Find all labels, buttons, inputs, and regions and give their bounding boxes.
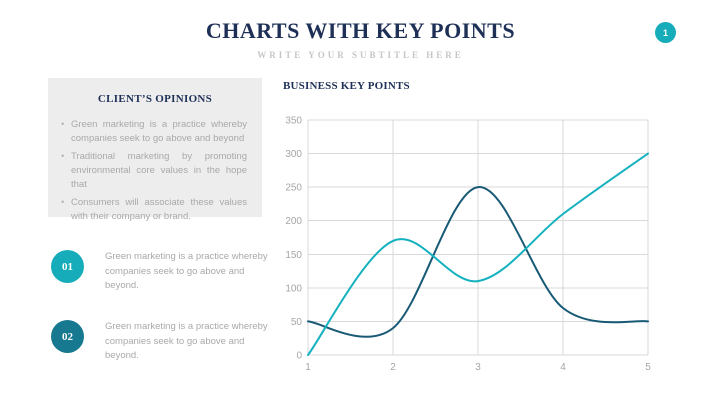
y-axis-tick-label: 100 (285, 283, 302, 294)
bullet-icon: • (61, 151, 65, 162)
chart-gridlines (307, 119, 649, 356)
x-axis-tick-label: 2 (390, 362, 396, 373)
x-axis-tick-label: 3 (475, 362, 481, 373)
y-axis-tick-label: 300 (285, 149, 302, 160)
y-axis-tick-label: 150 (285, 250, 302, 261)
y-axis-tick-label: 350 (285, 116, 302, 127)
list-item: • Consumers will associate these values … (60, 196, 247, 224)
y-axis-tick-label: 200 (285, 216, 302, 227)
y-axis-tick-label: 50 (291, 317, 303, 328)
chart-axis-labels: 0 50 100 150 200 250 300 350 1 2 3 4 5 (285, 116, 651, 374)
client-opinions-heading: CLIENT’S OPINIONS (97, 93, 213, 105)
bullet-icon: • (61, 197, 65, 208)
list-item: • Green marketing is a practice whereby … (60, 118, 247, 146)
chart-heading: BUSINESS KEY POINTS (283, 80, 410, 92)
teal-series-line (307, 152, 649, 356)
x-axis-tick-label: 5 (645, 362, 651, 373)
x-axis-tick-label: 4 (560, 362, 566, 373)
page-number-badge: 1 (655, 22, 676, 43)
y-axis-tick-label: 250 (285, 183, 302, 194)
y-axis-tick-label: 0 (296, 351, 302, 362)
opinion-text: Traditional marketing by promoting envir… (71, 151, 247, 190)
list-item: • Traditional marketing by promoting env… (60, 150, 247, 192)
slide-title: CHARTS WITH KEY POINTS (205, 18, 516, 43)
key-point-text: Green marketing is a practice whereby co… (105, 251, 268, 291)
x-axis-tick-label: 1 (305, 362, 311, 373)
key-point-item: 02 Green marketing is a practice whereby… (51, 320, 276, 364)
dark-series-line (307, 186, 649, 338)
key-point-text: Green marketing is a practice whereby co… (105, 321, 268, 361)
key-point-number-badge: 01 (51, 250, 84, 283)
business-key-points-chart: 0 50 100 150 200 250 300 350 1 2 3 4 5 (285, 116, 651, 374)
opinion-text: Consumers will associate these values wi… (71, 197, 247, 222)
opinion-text: Green marketing is a practice whereby co… (71, 119, 247, 144)
slide-subtitle: WRITE YOUR SUBTITLE HERE (257, 50, 464, 60)
key-point-number-badge: 02 (51, 320, 84, 353)
client-opinions-panel: CLIENT’S OPINIONS • Green marketing is a… (48, 78, 262, 222)
key-point-item: 01 Green marketing is a practice whereby… (51, 250, 276, 294)
bullet-icon: • (61, 119, 65, 130)
client-opinions-list: • Green marketing is a practice whereby … (48, 118, 262, 224)
